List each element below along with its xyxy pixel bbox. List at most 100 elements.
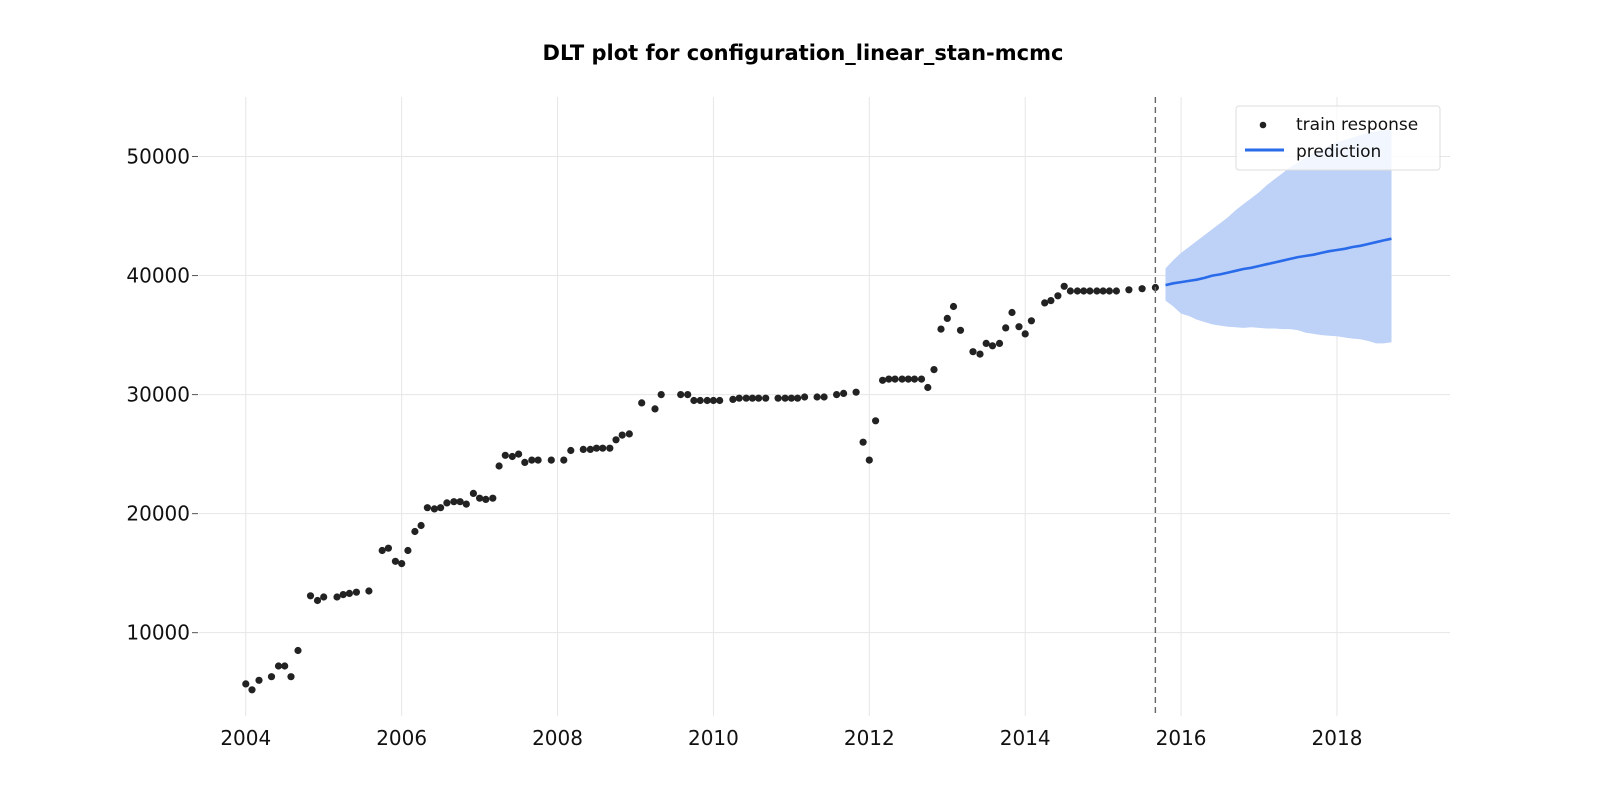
train-point bbox=[801, 393, 809, 401]
x-tick-label: 2004 bbox=[220, 726, 271, 750]
train-point bbox=[949, 302, 958, 311]
train-point bbox=[1138, 285, 1146, 293]
train-point bbox=[820, 393, 828, 401]
train-point bbox=[411, 527, 419, 536]
train-point bbox=[813, 393, 821, 401]
train-point bbox=[891, 375, 899, 383]
train-point bbox=[904, 375, 912, 383]
train-point bbox=[1112, 287, 1120, 295]
train-point bbox=[956, 326, 965, 334]
train-point bbox=[534, 456, 542, 464]
train-point bbox=[1027, 317, 1035, 325]
train-point bbox=[384, 544, 392, 552]
y-tick-label: 50000 bbox=[126, 145, 190, 169]
train-point bbox=[1054, 292, 1062, 300]
train-point bbox=[501, 451, 509, 459]
prediction-line-group bbox=[1154, 97, 1392, 716]
train-point bbox=[924, 383, 932, 392]
train-point bbox=[345, 589, 353, 598]
train-point bbox=[703, 396, 711, 405]
train-point bbox=[482, 495, 490, 503]
train-point bbox=[716, 396, 724, 405]
train-point bbox=[988, 342, 997, 350]
train-point bbox=[872, 417, 880, 425]
train-point bbox=[450, 498, 458, 506]
train-point bbox=[274, 662, 283, 670]
train-point bbox=[267, 673, 276, 681]
prediction-line bbox=[1165, 237, 1392, 287]
train-point bbox=[943, 314, 951, 322]
train-point bbox=[528, 456, 536, 464]
train-point bbox=[398, 560, 406, 568]
train-point bbox=[696, 396, 704, 405]
train-point bbox=[430, 505, 438, 513]
train-point bbox=[612, 436, 620, 444]
train-point bbox=[638, 399, 646, 407]
train-point bbox=[677, 391, 685, 399]
train-point bbox=[476, 494, 484, 502]
train-point bbox=[879, 376, 887, 384]
train-point bbox=[976, 350, 984, 358]
train-point bbox=[625, 430, 633, 438]
train-point bbox=[840, 389, 848, 397]
train-point bbox=[1073, 287, 1081, 295]
train-point bbox=[709, 396, 718, 405]
train-point bbox=[742, 394, 750, 402]
train-point bbox=[606, 444, 614, 452]
train-point bbox=[930, 366, 938, 374]
train-point bbox=[1086, 287, 1094, 295]
y-tick-label: 10000 bbox=[126, 621, 190, 645]
train-point bbox=[1002, 324, 1010, 332]
train-point bbox=[248, 686, 256, 694]
train-point bbox=[651, 405, 659, 413]
train-point bbox=[242, 680, 250, 688]
y-tick-label: 20000 bbox=[126, 502, 190, 526]
train-point bbox=[787, 394, 796, 402]
train-point bbox=[748, 394, 757, 402]
train-point bbox=[898, 375, 906, 383]
train-point bbox=[1008, 308, 1016, 317]
train-point bbox=[774, 394, 782, 402]
train-point bbox=[910, 375, 919, 383]
train-point bbox=[469, 489, 477, 497]
train-point bbox=[969, 348, 977, 356]
axes: 2004 2006 2008 2010 2012 2014 2016 2018 10000 200… bbox=[126, 145, 1362, 750]
train-point bbox=[423, 504, 431, 512]
train-point bbox=[489, 494, 497, 502]
legend-train-label: train response bbox=[1296, 115, 1418, 135]
prediction-interval-area bbox=[1165, 129, 1392, 344]
train-point bbox=[567, 446, 575, 455]
train-point bbox=[755, 394, 763, 402]
chart-title: DLT plot for configuration_linear_stan-m… bbox=[543, 41, 1064, 65]
prediction-interval-band bbox=[1165, 129, 1392, 344]
train-point bbox=[586, 445, 594, 453]
train-point bbox=[1125, 286, 1133, 294]
train-point bbox=[937, 325, 945, 333]
train-point bbox=[443, 499, 451, 507]
y-tick-label: 40000 bbox=[126, 264, 190, 288]
train-point bbox=[690, 396, 698, 405]
train-point bbox=[560, 456, 568, 464]
train-point bbox=[579, 445, 587, 453]
train-point bbox=[859, 438, 867, 446]
train-point bbox=[294, 646, 302, 655]
train-point bbox=[313, 596, 322, 605]
train-point bbox=[794, 394, 802, 402]
train-point bbox=[333, 593, 341, 601]
train-point bbox=[1066, 287, 1074, 295]
train-point bbox=[852, 388, 860, 396]
train-point bbox=[833, 391, 841, 399]
x-tick-label: 2008 bbox=[532, 726, 583, 750]
train-point bbox=[287, 673, 295, 681]
train-point bbox=[1021, 330, 1029, 338]
legend-train-marker bbox=[1259, 121, 1267, 129]
train-point bbox=[404, 546, 412, 555]
train-point bbox=[982, 339, 990, 347]
train-point bbox=[917, 375, 926, 383]
train-point bbox=[352, 588, 360, 596]
train-point bbox=[508, 452, 516, 461]
x-tick-label: 2016 bbox=[1156, 726, 1207, 750]
train-point bbox=[365, 587, 373, 595]
train-point bbox=[521, 458, 529, 466]
